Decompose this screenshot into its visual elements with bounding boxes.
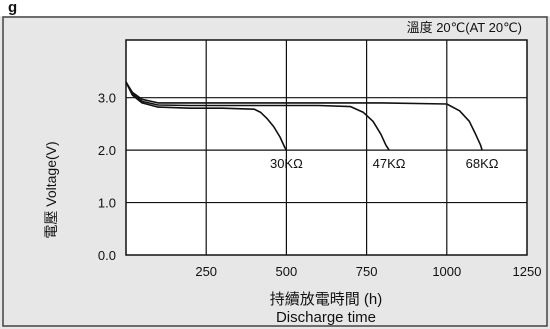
header-title-fragment: g — [8, 0, 17, 16]
series-line — [125, 81, 483, 151]
series-line — [125, 81, 390, 151]
x-axis-label-en: Discharge time — [276, 309, 376, 326]
x-axis-label: 持續放電時間 (h) — [270, 291, 383, 308]
temperature-condition: 溫度 20℃(AT 20℃) — [407, 20, 522, 35]
tick-labels: 250 500 750 1000 1250 0.0 1.0 2.0 3.0 — [98, 91, 542, 279]
series-label: 30KΩ — [270, 156, 303, 171]
panel-border — [2, 16, 548, 327]
y-tick-label: 0.0 — [98, 248, 116, 263]
series-line — [125, 81, 288, 151]
x-tick-label: 750 — [356, 264, 378, 279]
grid-lines — [126, 40, 527, 255]
x-tick-label: 1000 — [432, 264, 461, 279]
y-tick-label: 1.0 — [98, 196, 116, 211]
y-tick-label: 3.0 — [98, 91, 116, 106]
series-label: 68KΩ — [466, 156, 499, 171]
x-tick-label: 250 — [195, 264, 217, 279]
x-tick-label: 1250 — [513, 264, 542, 279]
series-lines — [125, 81, 483, 151]
y-axis-label: 電壓 Voltage(V) — [43, 141, 59, 238]
y-tick-label: 2.0 — [98, 143, 116, 158]
top-strip — [0, 0, 550, 16]
plot-area — [125, 39, 528, 256]
series-labels: 30KΩ 47KΩ 68KΩ — [270, 156, 499, 171]
series-label: 47KΩ — [373, 156, 406, 171]
x-tick-label: 500 — [276, 264, 298, 279]
